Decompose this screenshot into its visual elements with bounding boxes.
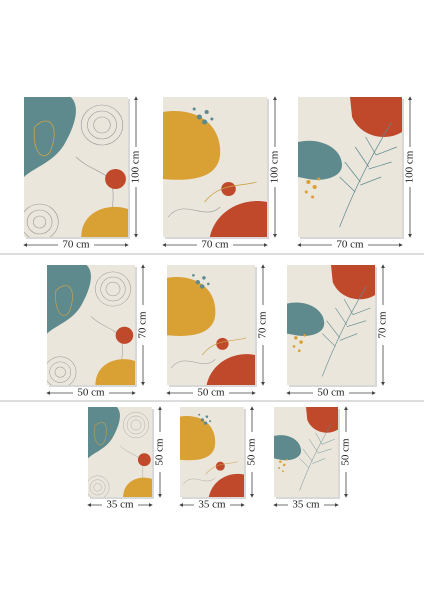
width-label: 50 cm <box>317 387 345 399</box>
height-label: 100 cm <box>269 150 281 183</box>
label-bg <box>193 387 229 399</box>
canvas-print <box>47 265 135 385</box>
label-bg <box>257 305 269 345</box>
label-bg <box>340 432 352 472</box>
width-label: 35 cm <box>106 499 134 511</box>
width-label: 35 cm <box>292 499 320 511</box>
width-label: 70 cm <box>62 239 90 251</box>
label-bg <box>154 432 166 472</box>
label-bg <box>377 305 389 345</box>
height-label: 50 cm <box>246 438 258 466</box>
height-label: 50 cm <box>154 438 166 466</box>
canvas-print <box>167 265 255 385</box>
label-bg <box>269 147 281 187</box>
label-bg <box>313 387 349 399</box>
canvas-print <box>287 265 375 385</box>
canvas-print <box>298 97 402 237</box>
width-label: 70 cm <box>201 239 229 251</box>
label-bg <box>137 305 149 345</box>
width-label: 50 cm <box>197 387 225 399</box>
label-bg <box>130 147 142 187</box>
label-bg <box>194 499 230 511</box>
label-bg <box>73 387 109 399</box>
height-label: 70 cm <box>377 311 389 339</box>
label-bg <box>58 239 94 251</box>
height-label: 70 cm <box>137 311 149 339</box>
canvas-print <box>24 97 128 237</box>
label-bg <box>288 499 324 511</box>
height-label: 70 cm <box>257 311 269 339</box>
label-bg <box>197 239 233 251</box>
canvas-print <box>274 407 338 497</box>
height-label: 100 cm <box>404 150 416 183</box>
canvas-print <box>88 407 152 497</box>
canvas-print <box>163 97 267 237</box>
width-label: 70 cm <box>336 239 364 251</box>
label-bg <box>102 499 138 511</box>
label-bg <box>404 147 416 187</box>
label-bg <box>332 239 368 251</box>
width-label: 35 cm <box>198 499 226 511</box>
width-label: 50 cm <box>77 387 105 399</box>
canvas-print <box>180 407 244 497</box>
label-bg <box>246 432 258 472</box>
height-label: 100 cm <box>130 150 142 183</box>
height-label: 50 cm <box>340 438 352 466</box>
